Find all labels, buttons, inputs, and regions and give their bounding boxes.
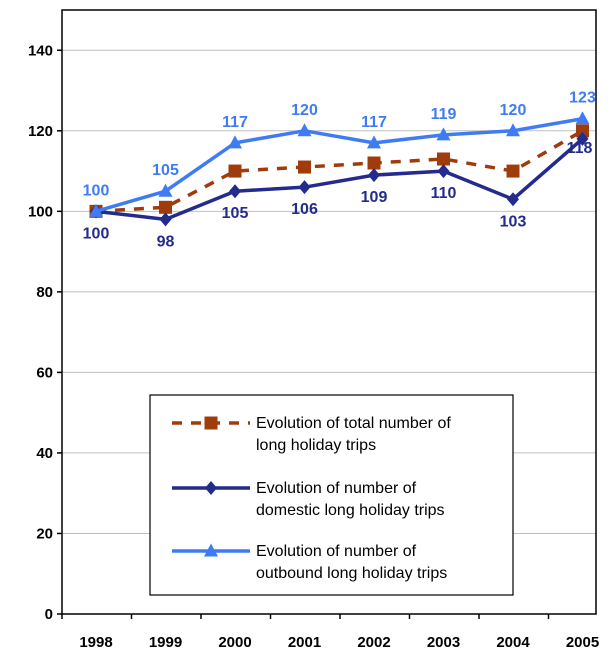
y-tick-label: 60 — [36, 364, 53, 381]
x-tick-label: 1999 — [149, 634, 182, 651]
outbound-trips-data-label: 119 — [431, 106, 457, 123]
domestic-trips-diamond-marker — [159, 212, 172, 227]
total-trips-square-marker — [298, 160, 311, 174]
domestic-trips-diamond-marker — [368, 168, 380, 183]
domestic-trips-data-label: 118 — [567, 140, 593, 157]
total-trips-square-marker — [576, 124, 589, 138]
domestic-trips-diamond-marker — [507, 192, 519, 207]
y-tick-label: 120 — [28, 123, 53, 140]
y-tick-label: 100 — [28, 203, 53, 220]
x-tick-label: 1998 — [79, 634, 112, 651]
outbound-trips-data-label: 117 — [361, 114, 387, 131]
outbound-trips-triangle-marker — [436, 127, 451, 141]
outbound-trips-data-label: 123 — [569, 90, 596, 107]
domestic-trips-diamond-marker — [229, 184, 241, 199]
total-trips-legend-square-marker — [204, 416, 218, 430]
y-tick-label: 20 — [36, 525, 53, 542]
outbound-trips-triangle-marker — [158, 183, 173, 197]
x-tick-label: 2005 — [566, 634, 599, 651]
outbound-trips-data-label: 117 — [222, 114, 248, 131]
domestic-trips-diamond-marker — [298, 180, 311, 195]
x-tick-label: 2004 — [496, 634, 530, 651]
domestic-trips-data-label: 105 — [222, 205, 249, 222]
domestic-trips-diamond-marker — [437, 164, 450, 179]
outbound-trips-triangle-marker — [89, 203, 103, 217]
x-tick-label: 2003 — [427, 634, 460, 651]
total-trips-square-marker — [367, 156, 381, 170]
outbound-trips-triangle-marker — [367, 135, 381, 149]
domestic-trips-data-label: 110 — [431, 185, 457, 202]
data-labels: 100 98 105 106 109 110 103 118 100 105 117 120 117 11… — [83, 90, 596, 251]
y-tick-label: 0 — [45, 606, 53, 623]
total-trips-line — [95, 129, 584, 214]
domestic-trips-data-label: 100 — [83, 225, 110, 242]
axes: 0 20 40 60 80 100 120 140 1998 1999 2000 2001 2002 20… — [28, 9, 599, 651]
total-trips-square-marker — [506, 164, 520, 178]
legend: Evolution of total number of long holiday… — [149, 394, 514, 596]
domestic-trips-legend-label: Evolution of number of domestic long holi… — [256, 480, 445, 519]
x-tick-label: 2001 — [288, 634, 321, 651]
outbound-trips-data-label: 100 — [83, 182, 110, 199]
y-tick-label: 140 — [28, 42, 53, 59]
outbound-trips-triangle-marker — [228, 135, 242, 149]
outbound-trips-triangle-marker — [575, 111, 590, 125]
outbound-trips-data-label: 120 — [500, 102, 527, 119]
outbound-trips-triangle-marker — [506, 123, 520, 137]
plot-area-border — [61, 9, 597, 615]
outbound-trips-legend-triangle-marker — [204, 543, 218, 557]
outbound-trips-data-label: 105 — [152, 162, 179, 179]
x-tick-label: 2002 — [357, 634, 390, 651]
series-lines — [89, 111, 590, 227]
x-tick-label: 2000 — [218, 634, 251, 651]
domestic-trips-data-label: 106 — [291, 201, 318, 218]
domestic-trips-data-label: 98 — [157, 233, 175, 250]
domestic-trips-data-label: 103 — [500, 213, 527, 230]
outbound-trips-legend-label: Evolution of number of outbound long holi… — [256, 543, 447, 582]
total-trips-square-marker — [437, 152, 450, 166]
y-tick-label: 80 — [36, 284, 53, 301]
domestic-trips-line — [95, 137, 584, 222]
y-tick-label: 40 — [36, 445, 53, 462]
outbound-trips-triangle-marker — [297, 123, 312, 137]
domestic-trips-diamond-marker — [576, 131, 589, 146]
outbound-trips-data-label: 120 — [291, 102, 318, 119]
domestic-trips-legend-diamond-marker — [205, 481, 217, 495]
outbound-trips-line — [95, 116, 583, 214]
total-trips-square-marker — [159, 200, 172, 214]
total-trips-legend-label: Evolution of total number of long holiday… — [256, 415, 451, 454]
domestic-trips-data-label: 109 — [361, 189, 388, 206]
total-trips-square-marker — [228, 164, 242, 178]
